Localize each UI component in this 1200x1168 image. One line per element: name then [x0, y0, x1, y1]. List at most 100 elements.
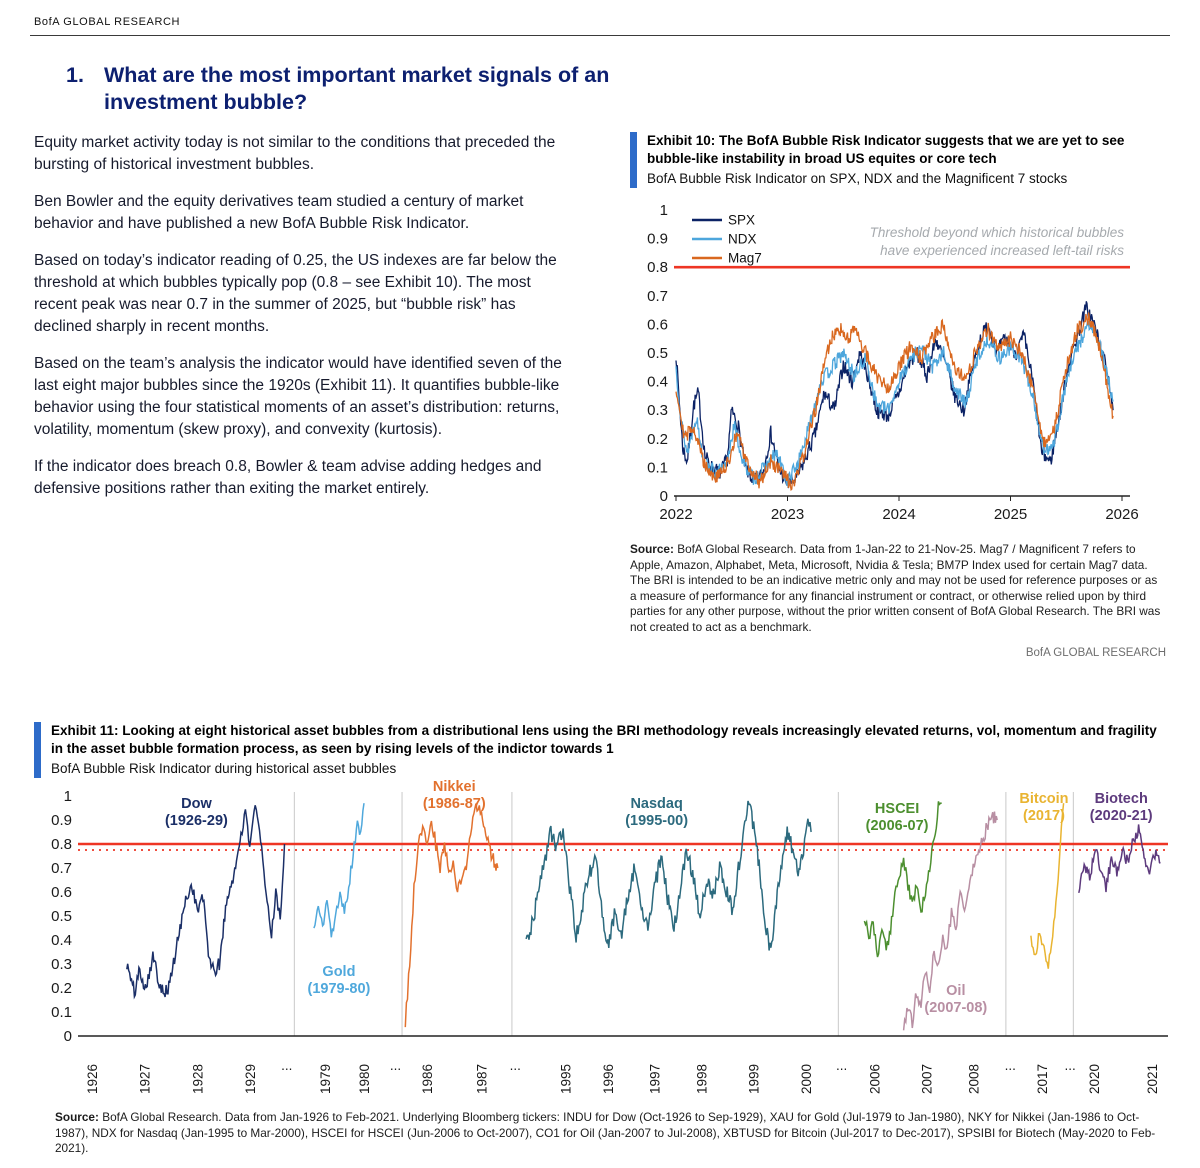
body-text-column: Equity market activity today is not simi… — [34, 132, 566, 692]
legend-label: SPX — [728, 213, 755, 228]
top-bar: BofA GLOBAL RESEARCH — [30, 0, 1170, 36]
two-column-body: Equity market activity today is not simi… — [34, 132, 1166, 692]
series-Gold — [313, 803, 365, 938]
exhibit10-source: Source: BofA Global Research. Data from … — [630, 542, 1166, 635]
source-label: Source: — [630, 542, 674, 556]
x-tick-label: 2024 — [882, 506, 915, 523]
y-tick-label: 0.6 — [51, 884, 72, 901]
x-tick-label: 1928 — [191, 1064, 206, 1094]
source-text: BofA Global Research. Data from 1-Jan-22… — [630, 542, 1161, 634]
axis-ellipsis: ... — [1005, 1058, 1016, 1073]
y-tick-label: 0.7 — [647, 288, 668, 305]
exhibit10-block: Exhibit 10: The BofA Bubble Risk Indicat… — [630, 132, 1166, 692]
y-tick-label: 0.3 — [51, 956, 72, 973]
exhibit11-subtitle: BofA Bubble Risk Indicator during histor… — [51, 761, 397, 776]
paragraph: Based on the team’s analysis the indicat… — [34, 355, 562, 438]
source-label: Source: — [55, 1110, 99, 1124]
x-tick-label: 1987 — [475, 1064, 490, 1094]
bri-indicator-chart: 0 0.1 0.2 0.3 0.4 0.5 0.6 0.7 0.8 0.9 1 2022 2023 202… — [647, 202, 1139, 523]
x-tick-label: 2020 — [1087, 1064, 1102, 1094]
y-tick-label: 0.2 — [647, 431, 668, 448]
x-tick-label: 1995 — [558, 1064, 573, 1094]
y-tick-label: 0.4 — [647, 374, 668, 391]
series-label: Bitcoin — [1019, 791, 1068, 807]
x-tick-label: 1980 — [357, 1064, 372, 1094]
exhibit-accent-bar — [630, 132, 637, 188]
y-tick-label: 0.8 — [51, 836, 72, 853]
exhibit10-footer-brand: BofA GLOBAL RESEARCH — [1025, 647, 1166, 659]
x-tick-label: 2025 — [994, 506, 1027, 523]
series-Bitcoin — [1030, 803, 1065, 969]
series-label: Oil — [946, 983, 965, 999]
series-Oil — [902, 811, 998, 1031]
exhibit11-chart: 0 0.1 0.2 0.3 0.4 0.5 0.6 0.7 0.8 0.9 1 1926 1927 192… — [34, 779, 1168, 1104]
y-tick-label: 0.3 — [647, 402, 668, 419]
y-tick-label: 1 — [660, 202, 668, 219]
series-label-sub: (2007-08) — [924, 1000, 987, 1016]
series-label-sub: (2006-07) — [866, 818, 929, 834]
series-Nasdaq — [525, 800, 812, 951]
paragraph: Ben Bowler and the equity derivatives te… — [34, 193, 524, 232]
axis-ellipsis: ... — [510, 1058, 521, 1073]
paragraph: Equity market activity today is not simi… — [34, 134, 556, 173]
y-tick-label: 0.8 — [647, 259, 668, 276]
series-NDX — [675, 320, 1114, 488]
threshold-annotation: have experienced increased left-tail ris… — [880, 243, 1124, 258]
x-tick-label: 1998 — [694, 1064, 709, 1094]
series-Nikkei — [404, 803, 499, 1028]
historical-bubbles-chart: 0 0.1 0.2 0.3 0.4 0.5 0.6 0.7 0.8 0.9 1 1926 1927 192… — [51, 779, 1168, 1094]
exhibit11-source: Source: BofA Global Research. Data from … — [55, 1110, 1166, 1157]
series-label: Dow — [181, 796, 212, 812]
series-label: Biotech — [1095, 791, 1148, 807]
y-tick-label: 0.1 — [647, 459, 668, 476]
series-label-sub: (1979-80) — [308, 981, 371, 997]
page-title: 1. What are the most important market si… — [66, 62, 1200, 116]
y-tick-label: 0.1 — [51, 1004, 72, 1021]
y-tick-label: 0.5 — [51, 908, 72, 925]
legend-label: Mag7 — [728, 251, 762, 266]
exhibit10-title: Exhibit 10: The BofA Bubble Risk Indicat… — [647, 133, 1125, 166]
x-tick-label: 2026 — [1105, 506, 1138, 523]
exhibit11-title: Exhibit 11: Looking at eight historical … — [51, 723, 1157, 756]
y-tick-label: 0.7 — [51, 860, 72, 877]
x-tick-label: 1927 — [137, 1064, 152, 1094]
y-tick-label: 0.5 — [647, 345, 668, 362]
exhibit-accent-bar — [34, 722, 41, 778]
x-tick-label: 1996 — [601, 1064, 616, 1094]
y-tick-label: 0 — [660, 488, 668, 505]
series-label-sub: (2017) — [1023, 808, 1065, 824]
series-Mag7 — [675, 312, 1114, 492]
series-label-sub: (1995-00) — [625, 813, 688, 829]
y-tick-label: 1 — [64, 788, 72, 805]
series-label: HSCEI — [875, 801, 919, 817]
exhibit10-titles: Exhibit 10: The BofA Bubble Risk Indicat… — [647, 132, 1166, 188]
x-tick-label: 1929 — [243, 1064, 258, 1094]
y-tick-label: 0.4 — [51, 932, 72, 949]
series-label-sub: (1986-87) — [423, 796, 486, 812]
x-tick-label: 2000 — [799, 1064, 814, 1094]
legend-label: NDX — [728, 232, 757, 247]
exhibit11-header: Exhibit 11: Looking at eight historical … — [34, 722, 1166, 778]
x-tick-label: 2008 — [966, 1064, 981, 1094]
x-tick-label: 2022 — [659, 506, 692, 523]
heading-text: What are the most important market signa… — [104, 63, 610, 114]
x-tick-label: 1926 — [85, 1064, 100, 1094]
x-tick-label: 1979 — [318, 1064, 333, 1094]
exhibit10-subtitle: BofA Bubble Risk Indicator on SPX, NDX a… — [647, 171, 1068, 186]
paragraph: Based on today’s indicator reading of 0.… — [34, 252, 557, 335]
threshold-annotation: Threshold beyond which historical bubble… — [870, 225, 1125, 240]
axis-ellipsis: ... — [390, 1058, 401, 1073]
exhibit11-titles: Exhibit 11: Looking at eight historical … — [51, 722, 1161, 778]
source-text: BofA Global Research. Data from Jan-1926… — [55, 1110, 1156, 1155]
y-tick-label: 0.9 — [51, 812, 72, 829]
y-tick-label: 0.6 — [647, 316, 668, 333]
brand-text: BofA GLOBAL RESEARCH — [34, 16, 181, 28]
y-tick-label: 0.2 — [51, 980, 72, 997]
x-tick-label: 2006 — [867, 1064, 882, 1094]
x-tick-label: 1999 — [747, 1064, 762, 1094]
series-label: Gold — [322, 964, 355, 980]
y-tick-label: 0.9 — [647, 231, 668, 248]
y-tick-label: 0 — [64, 1028, 72, 1045]
series-HSCEI — [863, 801, 942, 958]
